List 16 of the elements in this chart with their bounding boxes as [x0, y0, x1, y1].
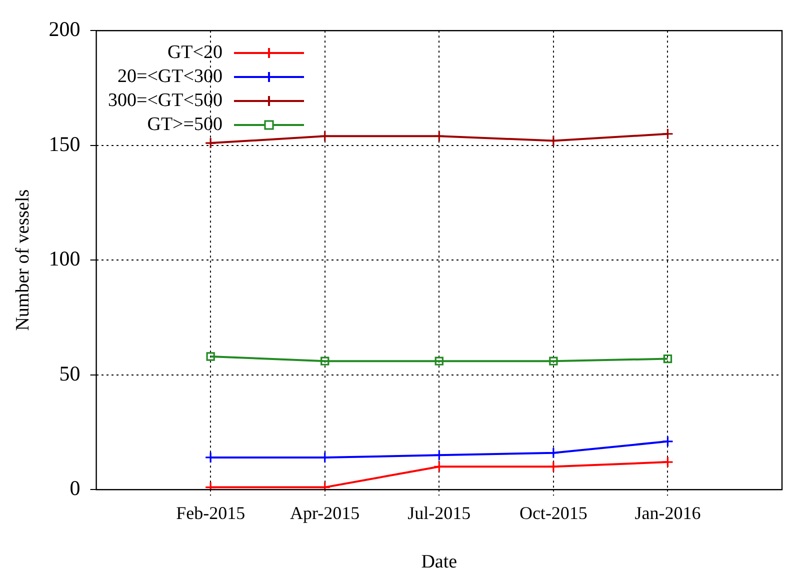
y-tick-label: 200	[48, 17, 80, 42]
legend-label: 300=<GT<500	[108, 90, 222, 112]
y-tick-label: 50	[59, 361, 80, 386]
x-tick-label: Apr-2015	[290, 503, 360, 524]
y-tick-label: 100	[48, 246, 80, 271]
x-tick-label: Oct-2015	[519, 503, 588, 524]
x-axis-title: Date	[421, 552, 458, 573]
y-axis-title: Number of vessels	[12, 189, 34, 331]
legend-label: GT<20	[167, 42, 222, 64]
x-tick-label: Jul-2015	[408, 503, 471, 524]
legend-label: 20=<GT<300	[118, 66, 222, 88]
legend-label: GT>=500	[147, 114, 222, 136]
y-tick-label: 0	[70, 476, 80, 500]
x-tick-label: Jan-2016	[634, 503, 701, 524]
y-tick-label: 150	[48, 132, 80, 156]
x-tick-label: Feb-2015	[176, 503, 246, 524]
